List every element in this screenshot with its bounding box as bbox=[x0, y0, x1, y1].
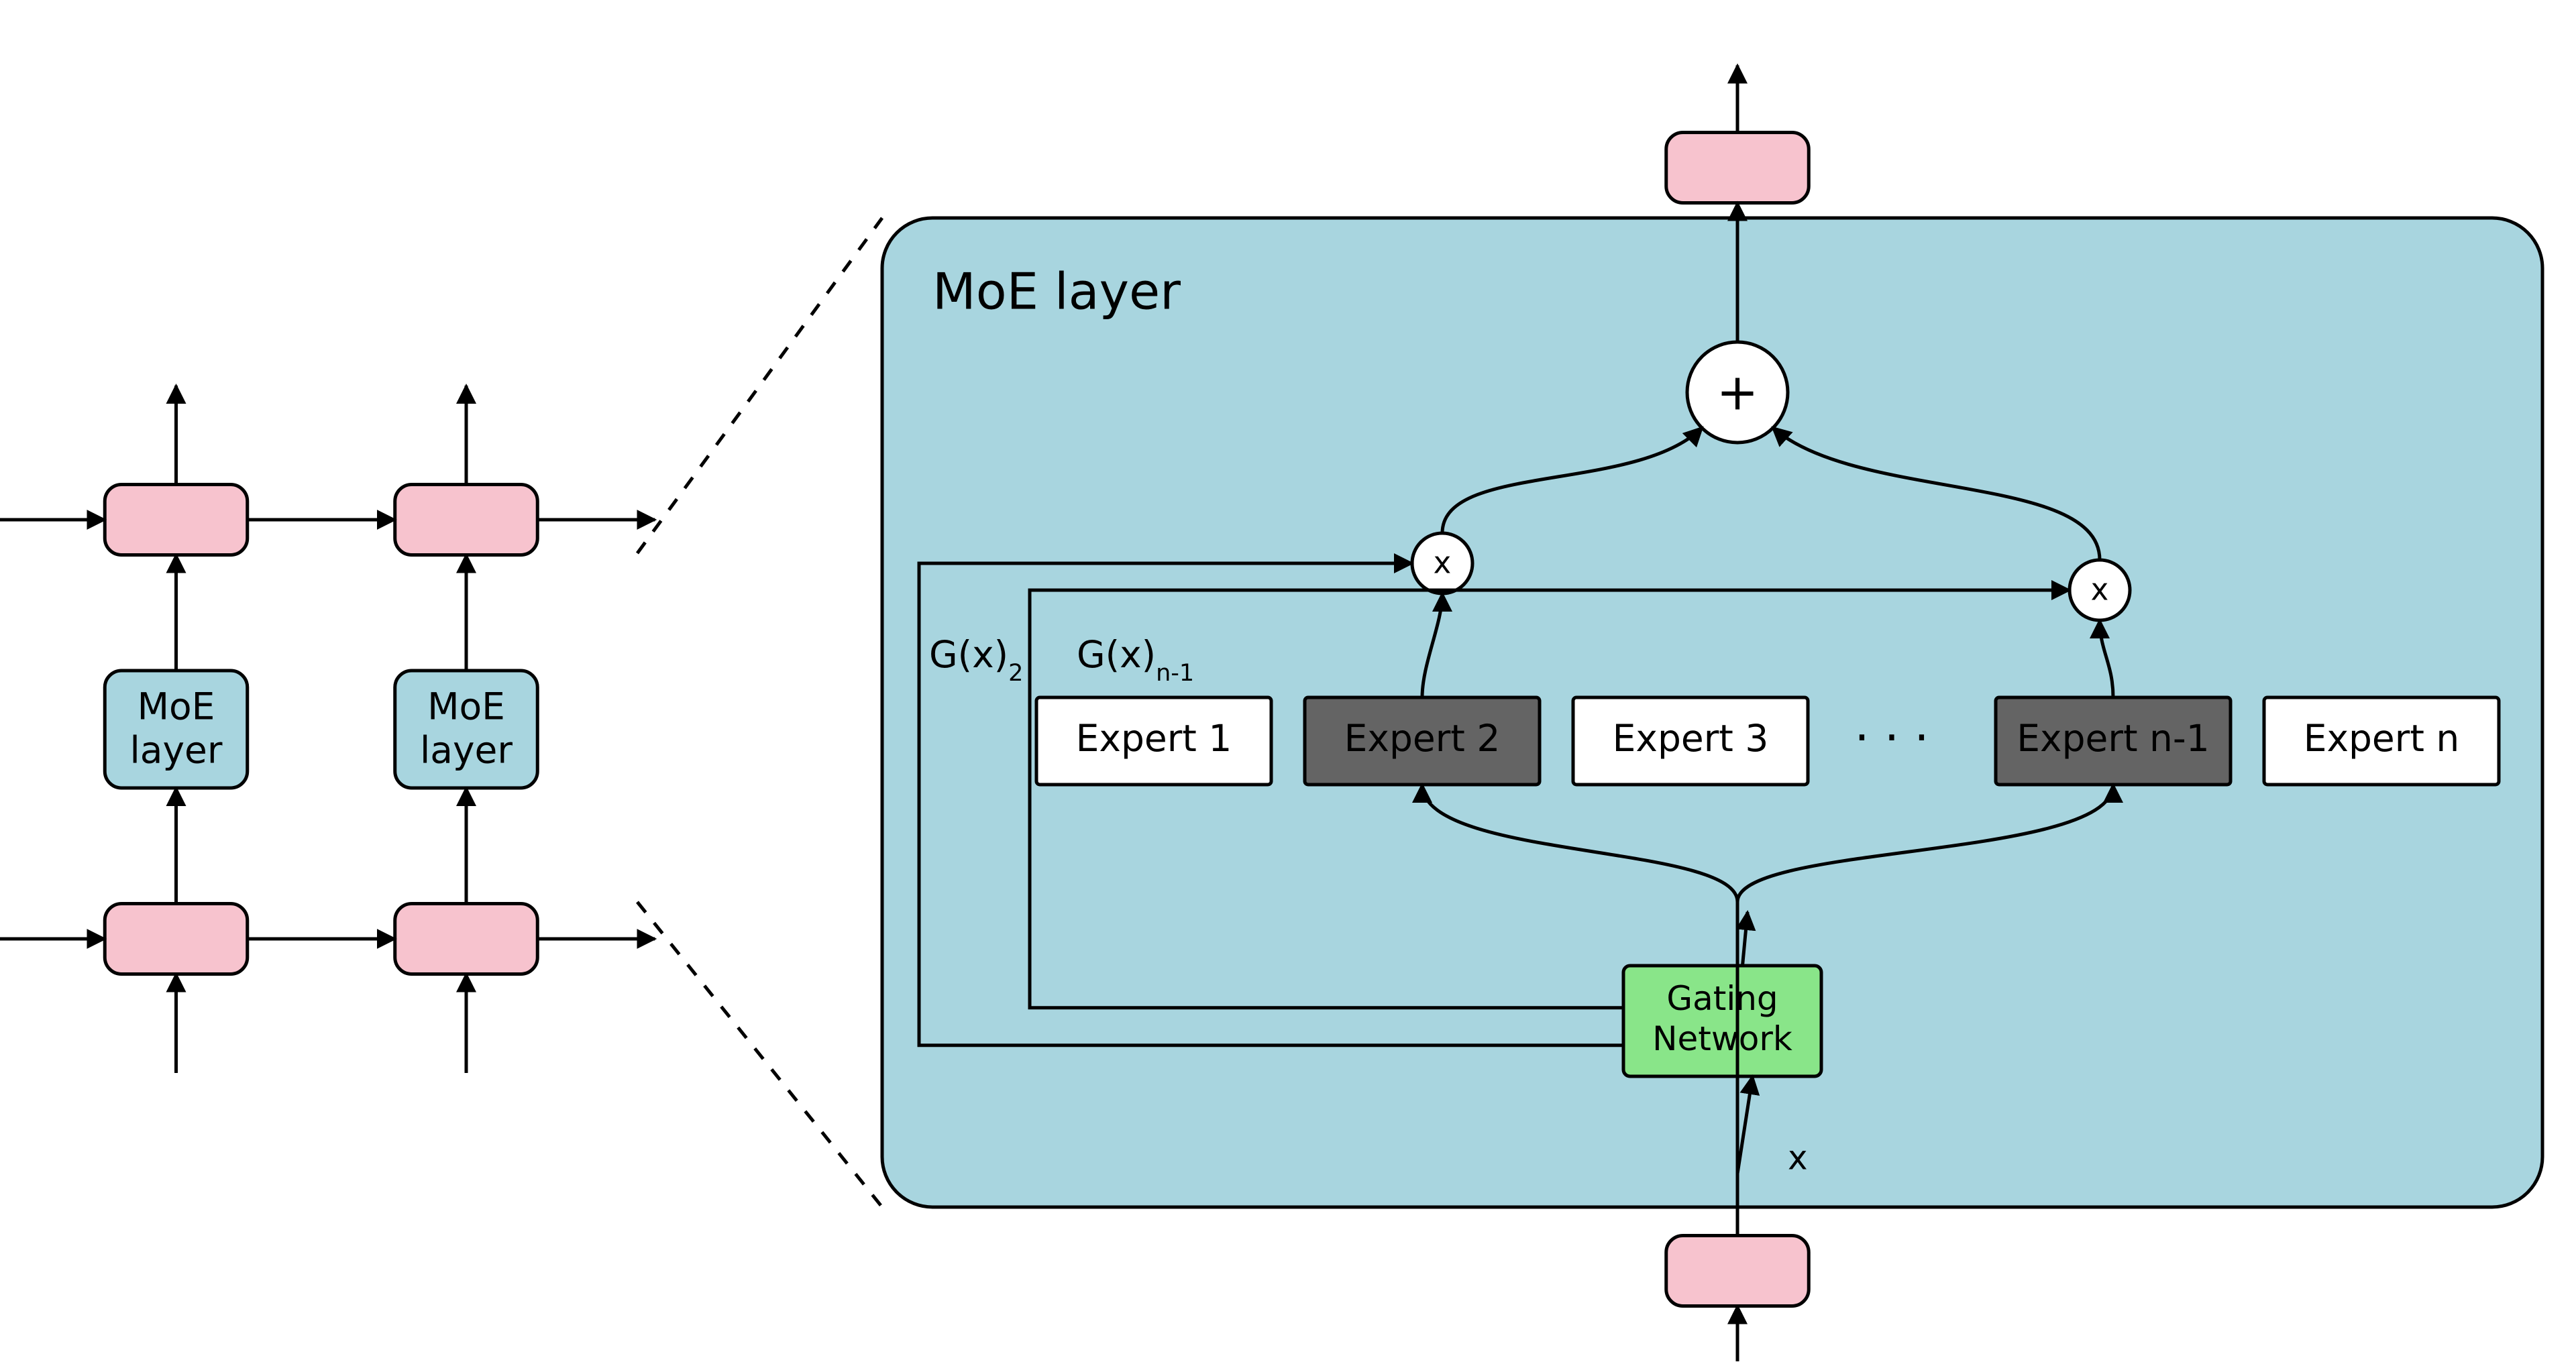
gating-label: Network bbox=[1652, 1019, 1792, 1058]
expert-label: Expert 2 bbox=[1344, 717, 1501, 760]
expert-label: Expert 3 bbox=[1613, 717, 1769, 760]
output-block bbox=[1666, 133, 1809, 203]
expert-label: Expert n-1 bbox=[2017, 717, 2209, 760]
pink-block bbox=[395, 904, 538, 974]
pink-block bbox=[395, 485, 538, 555]
moe-layer-label: MoE bbox=[138, 685, 215, 728]
moe-layer-label: layer bbox=[420, 729, 513, 772]
ellipsis: · · · bbox=[1854, 710, 1929, 765]
expert-label: Expert 1 bbox=[1076, 717, 1232, 760]
plus-icon: + bbox=[1717, 363, 1759, 422]
times-icon: x bbox=[1434, 545, 1452, 581]
expert-label: Expert n bbox=[2304, 717, 2460, 760]
zoom-line bbox=[637, 218, 882, 553]
zoom-line bbox=[637, 902, 882, 1207]
moe-layer-label: MoE bbox=[427, 685, 505, 728]
gating-label: Gating bbox=[1666, 979, 1778, 1018]
moe-layer-label: layer bbox=[130, 729, 223, 772]
pink-block bbox=[105, 904, 248, 974]
input-x-label: x bbox=[1788, 1139, 1808, 1178]
moe-panel-title: MoE layer bbox=[932, 262, 1181, 321]
input-block bbox=[1666, 1236, 1809, 1306]
pink-block bbox=[105, 485, 248, 555]
times-icon: x bbox=[2091, 572, 2109, 608]
